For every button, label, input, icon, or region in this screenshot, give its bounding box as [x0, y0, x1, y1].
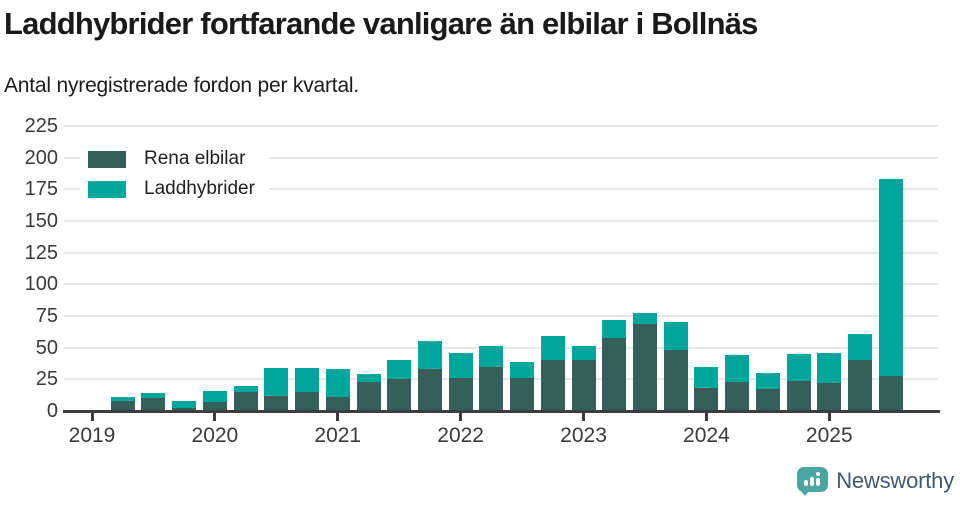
- bar-rena-elbilar-2021-Q3: [387, 379, 412, 411]
- bar-rena-elbilar-2023-Q3: [633, 323, 657, 411]
- bar-rena-elbilar-2019-Q3: [141, 398, 166, 411]
- y-axis-label: 25: [35, 368, 58, 391]
- bar-laddhybrider-2023-Q3: [633, 313, 657, 324]
- bar-rena-elbilar-2021-Q2: [356, 381, 381, 411]
- x-axis-tick-2020: [213, 413, 217, 421]
- bar-laddhybrider-2022-Q1: [448, 352, 473, 379]
- gridline-200: [64, 156, 938, 159]
- bar-laddhybrider-2024-Q2: [725, 355, 750, 382]
- bar-laddhybrider-2021-Q4: [417, 341, 442, 370]
- x-axis-tick-2023: [582, 413, 586, 421]
- bar-laddhybrider-2024-Q1: [694, 366, 719, 389]
- bar-laddhybrider-2024-Q4: [786, 354, 811, 381]
- y-axis-label: 225: [24, 115, 58, 137]
- bar-rena-elbilar-2024-Q4: [786, 380, 811, 411]
- bar-laddhybrider-2020-Q4: [295, 367, 319, 392]
- legend-item-rena-elbilar: Rena elbilar: [88, 148, 255, 170]
- bar-laddhybrider-2022-Q3: [510, 361, 535, 379]
- newsworthy-logo[interactable]: Newsworthy: [797, 465, 954, 497]
- newsworthy-speech-bubble-chart-icon: [797, 467, 829, 496]
- bar-laddhybrider-2023-Q4: [663, 322, 688, 351]
- bar-rena-elbilar-2022-Q3: [510, 378, 535, 411]
- bar-laddhybrider-2021-Q2: [356, 374, 381, 382]
- chart-title: Laddhybrider fortfarande vanligare än el…: [4, 6, 758, 41]
- bar-rena-elbilar-2025-Q3: [878, 375, 903, 411]
- gridline-125: [64, 251, 938, 254]
- bar-laddhybrider-2023-Q1: [571, 346, 596, 361]
- bar-rena-elbilar-2023-Q2: [602, 337, 627, 411]
- bar-laddhybrider-2025-Q1: [817, 352, 842, 384]
- y-axis-label: 75: [35, 305, 58, 327]
- bar-rena-elbilar-2021-Q4: [417, 369, 442, 411]
- legend-item-laddhybrider: Laddhybrider: [88, 178, 255, 200]
- x-axis-tick-2019: [90, 413, 94, 421]
- bar-laddhybrider-2019-Q4: [172, 400, 197, 409]
- bar-rena-elbilar-2019-Q2: [110, 400, 135, 411]
- legend-label-laddhybrider: Laddhybrider: [144, 178, 255, 199]
- legend-swatch-rena-elbilar-icon: [88, 150, 126, 168]
- bar-laddhybrider-2019-Q2: [110, 397, 135, 401]
- bar-rena-elbilar-2022-Q2: [479, 366, 504, 411]
- bar-laddhybrider-2025-Q3: [878, 179, 903, 376]
- bar-laddhybrider-2024-Q3: [755, 373, 780, 390]
- bar-rena-elbilar-2022-Q4: [540, 360, 565, 411]
- bar-rena-elbilar-2022-Q1: [448, 378, 473, 411]
- bar-rena-elbilar-2020-Q3: [264, 395, 289, 411]
- legend-swatch-laddhybrider-icon: [88, 180, 126, 198]
- bar-rena-elbilar-2024-Q2: [725, 381, 750, 411]
- bar-laddhybrider-2019-Q3: [141, 393, 166, 399]
- bar-laddhybrider-2022-Q2: [479, 346, 504, 367]
- bar-laddhybrider-2020-Q2: [233, 385, 258, 392]
- x-axis-tick-2021: [336, 413, 340, 421]
- gridline-100: [64, 283, 938, 286]
- chart-subtitle: Antal nyregistrerade fordon per kvartal.: [4, 74, 360, 97]
- bar-laddhybrider-2020-Q1: [202, 390, 227, 403]
- bar-laddhybrider-2023-Q2: [602, 319, 627, 338]
- y-axis-label: 100: [24, 273, 58, 296]
- gridline-150: [64, 220, 938, 222]
- x-axis-label-2021: 2021: [314, 424, 362, 447]
- x-axis-label-2020: 2020: [191, 424, 239, 447]
- bar-rena-elbilar-2025-Q2: [848, 360, 872, 411]
- bar-rena-elbilar-2020-Q2: [233, 392, 258, 411]
- x-axis-tick-2022: [459, 413, 463, 421]
- bar-rena-elbilar-2019-Q4: [172, 408, 197, 411]
- bar-laddhybrider-2021-Q3: [387, 360, 412, 380]
- legend-label-rena-elbilar: Rena elbilar: [144, 148, 246, 169]
- x-axis-label-2022: 2022: [437, 424, 484, 447]
- bar-laddhybrider-2022-Q4: [540, 336, 565, 361]
- bar-laddhybrider-2020-Q3: [264, 367, 289, 396]
- bar-rena-elbilar-2024-Q3: [755, 389, 780, 411]
- bar-rena-elbilar-2020-Q1: [202, 402, 227, 411]
- bar-rena-elbilar-2020-Q4: [295, 392, 319, 411]
- y-axis-label: 50: [35, 336, 58, 359]
- gridline-175: [64, 188, 938, 191]
- x-axis-tick-2025: [827, 413, 831, 421]
- bar-rena-elbilar-2021-Q1: [325, 397, 350, 411]
- x-axis-label-2023: 2023: [560, 424, 607, 447]
- bar-laddhybrider-2025-Q2: [848, 333, 872, 361]
- x-axis-label-2025: 2025: [805, 424, 853, 447]
- x-axis-label-2024: 2024: [683, 424, 730, 447]
- y-axis-label: 150: [24, 210, 58, 232]
- y-axis-label: 175: [24, 178, 58, 201]
- bar-laddhybrider-2021-Q1: [325, 369, 350, 398]
- gridline-225: [64, 125, 938, 127]
- x-axis-tick-2024: [704, 413, 708, 421]
- bar-rena-elbilar-2023-Q4: [663, 350, 688, 411]
- x-axis-line: [63, 410, 940, 413]
- y-axis-label: 200: [24, 146, 58, 169]
- bar-rena-elbilar-2023-Q1: [571, 360, 596, 411]
- x-axis-label-2019: 2019: [68, 424, 116, 447]
- y-axis-label: 0: [46, 400, 58, 422]
- gridline-75: [64, 315, 938, 317]
- bar-rena-elbilar-2024-Q1: [694, 388, 719, 411]
- bar-rena-elbilar-2025-Q1: [817, 383, 842, 411]
- newsworthy-wordmark: Newsworthy: [836, 468, 954, 493]
- y-axis-label: 125: [24, 241, 58, 264]
- chart-legend: Rena elbilar Laddhybrider: [80, 138, 269, 214]
